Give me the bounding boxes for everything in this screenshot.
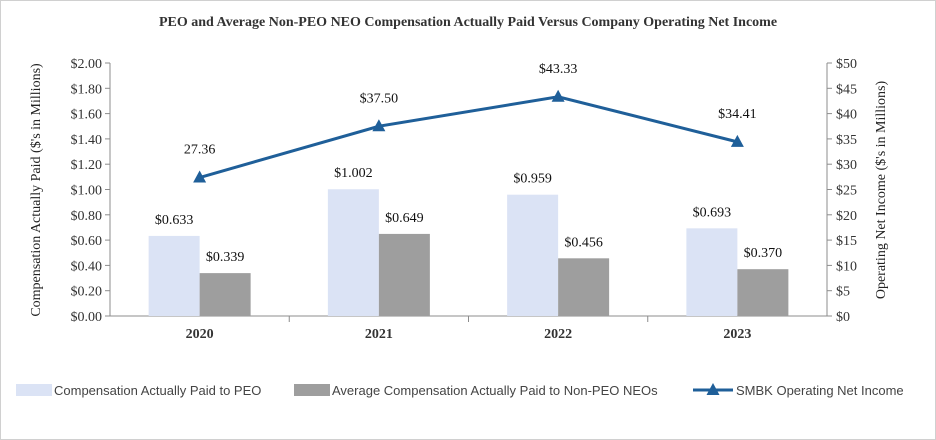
y-right-tick-label: $15 [836, 234, 857, 249]
y-right-tick-label: $50 [836, 57, 857, 72]
net-income-value-label: $43.33 [539, 62, 578, 77]
y-left-tick-label: $1.60 [71, 108, 103, 123]
y-right-tick-label: $20 [836, 209, 857, 224]
legend-peo-swatch [16, 384, 52, 396]
net-income-marker [730, 134, 744, 147]
legend-non-peo-label: Average Compensation Actually Paid to No… [332, 383, 658, 398]
axes-layer: $0.00 $0.20 $0.40 $0.60 $0.80 $1.00 $1.20 $1.40… [71, 57, 858, 342]
legend-non-peo-swatch [294, 384, 330, 396]
peo-bar-value-label: $0.633 [155, 213, 194, 228]
peo-bar-value-label: $1.002 [334, 166, 373, 181]
y-left-tick-label: $1.40 [71, 133, 103, 148]
net-income-marker [193, 170, 207, 183]
legend-peo-label: Compensation Actually Paid to PEO [54, 383, 261, 398]
net-income-marker [372, 119, 386, 132]
bars-layer [148, 189, 789, 316]
peo-bar [686, 228, 738, 316]
y-right-tick-label: $10 [836, 259, 857, 274]
non-peo-bar-value-label: $0.456 [564, 235, 603, 250]
non-peo-bar [737, 269, 789, 316]
y-left-tick-label: $0.60 [71, 234, 103, 249]
chart-title: PEO and Average Non-PEO NEO Compensation… [159, 15, 777, 30]
peo-bar-value-label: $0.959 [513, 172, 552, 187]
peo-bar [507, 194, 559, 316]
x-tick-label: 2020 [186, 327, 214, 342]
legend-net-income-label: SMBK Operating Net Income [736, 383, 904, 398]
y-right-tick-label: $45 [836, 82, 857, 97]
non-peo-bar-value-label: $0.370 [744, 246, 783, 261]
non-peo-bar-value-label: $0.339 [206, 250, 245, 265]
net-income-value-label: $37.50 [360, 91, 399, 106]
peo-bar [327, 189, 379, 316]
legend-net-income-marker [706, 383, 720, 395]
net-income-marker [551, 89, 565, 102]
legend: Compensation Actually Paid to PEO Average… [16, 383, 904, 398]
y-left-tick-label: $1.20 [71, 158, 103, 173]
x-tick-label: 2021 [365, 327, 393, 342]
y-right-tick-label: $5 [836, 285, 850, 300]
y-left-tick-label: $0.80 [71, 209, 103, 224]
y-left-tick-label: $0.20 [71, 285, 103, 300]
non-peo-bar [558, 258, 610, 316]
y-left-tick-label: $0.00 [71, 310, 103, 325]
line-layer [193, 89, 744, 183]
y-axis-right-label: Operating Net Income ($'s in Millions) [874, 81, 889, 300]
net-income-value-label: $34.41 [718, 107, 757, 122]
x-tick-label: 2023 [723, 327, 751, 342]
peo-bar [148, 235, 200, 316]
non-peo-bar [378, 233, 430, 316]
y-right-tick-label: $0 [836, 310, 850, 325]
non-peo-bar-value-label: $0.649 [385, 211, 424, 226]
y-right-tick-label: $25 [836, 184, 857, 199]
data-labels-layer: $0.633 $1.002 $0.959 $0.693 $0.339 $0.649 $0.4… [155, 62, 782, 265]
y-left-tick-label: $1.80 [71, 82, 103, 97]
net-income-value-label: 27.36 [184, 143, 216, 158]
x-tick-label: 2022 [544, 327, 572, 342]
peo-bar-value-label: $0.693 [693, 205, 732, 220]
y-left-tick-label: $1.00 [71, 184, 103, 199]
y-right-tick-label: $35 [836, 133, 857, 148]
y-right-tick-label: $30 [836, 158, 857, 173]
y-right-tick-label: $40 [836, 108, 857, 123]
net-income-line [199, 95, 738, 180]
y-axis-left-label: Compensation Actually Paid ($'s in Milli… [29, 63, 44, 317]
y-left-tick-label: $0.40 [71, 259, 103, 274]
non-peo-bar [199, 273, 251, 316]
y-left-tick-label: $2.00 [71, 57, 103, 72]
